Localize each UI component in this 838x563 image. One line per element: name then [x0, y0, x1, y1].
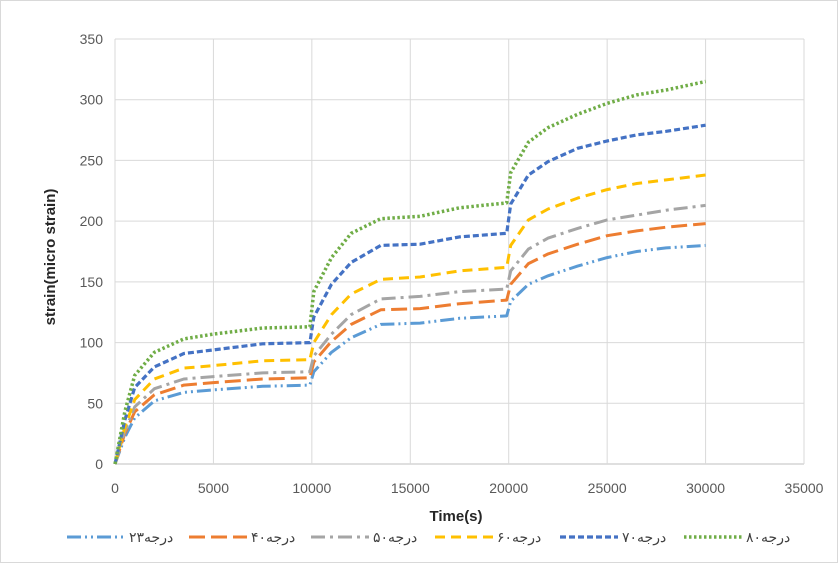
legend-label: ۸۰درجه	[746, 529, 790, 546]
x-axis-title: Time(s)	[429, 508, 482, 525]
series-line-5	[113, 123, 706, 465]
x-tick-label: 35000	[785, 480, 824, 496]
y-tick-label: 250	[80, 152, 104, 168]
series-line-3	[113, 203, 706, 465]
legend-label: ۶۰درجه	[497, 529, 541, 546]
y-tick-label: 150	[80, 274, 104, 290]
legend: ۲۳درجه ۴۰درجه ۵۰درجه ۶۰درجه ۷۰درجه ۸۰درجه	[67, 529, 790, 546]
x-tick-label: 15000	[391, 480, 430, 496]
x-tick-label: 5000	[198, 480, 229, 496]
legend-label: ۵۰درجه	[373, 529, 417, 546]
x-tick-label: 0	[111, 480, 119, 496]
y-tick-label: 0	[95, 456, 103, 472]
legend-label: ۲۳درجه	[129, 529, 173, 546]
legend-label: ۴۰درجه	[251, 529, 295, 546]
x-tick-label: 10000	[292, 480, 331, 496]
tick-labels: 0 50 100 150 200 250 300 350 0 5000 10000 15000 2000…	[80, 31, 824, 496]
x-tick-label: 20000	[489, 480, 528, 496]
series-line-1	[113, 243, 706, 465]
y-tick-label: 300	[80, 92, 104, 108]
series-line-4	[113, 173, 706, 465]
x-tick-label: 25000	[588, 480, 627, 496]
y-tick-label: 200	[80, 213, 104, 229]
x-tick-label: 30000	[686, 480, 725, 496]
y-tick-label: 350	[80, 31, 104, 47]
y-tick-label: 100	[80, 335, 104, 351]
legend-label: ۷۰درجه	[622, 529, 666, 546]
series-line-2	[113, 222, 706, 465]
series-lines	[113, 79, 706, 465]
y-axis-title: strain(micro strain)	[42, 189, 59, 326]
gridlines	[114, 38, 805, 465]
y-tick-label: 50	[87, 395, 103, 411]
